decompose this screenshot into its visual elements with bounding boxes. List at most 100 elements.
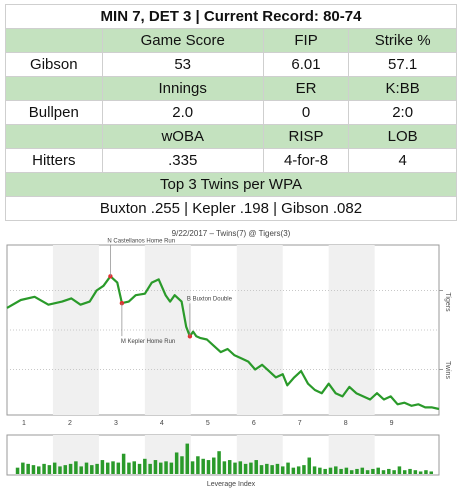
leverage-bar — [265, 463, 269, 474]
x-axis-ticks: 1 2 3 4 5 6 7 8 9 — [22, 420, 394, 427]
leverage-bar — [21, 462, 25, 474]
table-title: MIN 7, DET 3 | Current Record: 80-74 — [5, 4, 457, 29]
leverage-bar — [217, 451, 221, 474]
chart-title: 9/22/2017 – Twins(7) @ Tigers(3) — [172, 229, 291, 238]
x-tick-label: 5 — [206, 420, 210, 427]
value-cell: 57.1 — [348, 52, 457, 77]
leverage-bar — [185, 443, 190, 474]
leverage-bar — [392, 470, 396, 474]
leverage-bar — [227, 460, 232, 474]
leverage-bar — [90, 465, 94, 474]
leverage-bar — [233, 462, 237, 474]
leverage-bar — [84, 462, 89, 474]
x-tick-label: 1 — [22, 420, 26, 427]
leverage-bar — [15, 467, 20, 474]
header-cell: RISP — [262, 124, 350, 149]
leverage-bar — [296, 466, 301, 474]
leverage-bar — [381, 470, 386, 474]
x-tick-label: 9 — [390, 420, 394, 427]
leverage-bar — [249, 462, 253, 474]
leverage-bar — [307, 457, 312, 474]
leverage-bar — [280, 466, 285, 474]
row-label: Hitters — [5, 148, 103, 173]
leverage-bar — [286, 462, 290, 474]
leverage-bar — [121, 453, 126, 474]
leverage-bar — [408, 468, 412, 474]
header-cell: LOB — [348, 124, 457, 149]
leverage-bar — [254, 460, 258, 474]
x-tick-label: 6 — [252, 420, 256, 427]
leverage-bar — [371, 468, 375, 474]
annotation-label: M Kepler Home Run — [121, 339, 175, 345]
leverage-bar — [270, 465, 274, 474]
leverage-bar — [413, 470, 418, 474]
leverage-bar — [196, 456, 200, 474]
annotation-point — [187, 334, 193, 339]
leverage-bar — [153, 460, 158, 474]
leverage-bar — [148, 463, 152, 474]
header-empty — [5, 76, 103, 101]
annotation-label: N Castellanos Home Run — [107, 238, 175, 244]
inning-stripes — [52, 245, 375, 415]
leverage-bar — [132, 461, 136, 474]
leverage-bar — [424, 470, 428, 474]
x-tick-label: 7 — [298, 420, 302, 427]
leverage-bar — [63, 465, 68, 474]
header-cell: wOBA — [101, 124, 264, 149]
leverage-bar — [397, 466, 402, 474]
leverage-bar — [360, 467, 365, 474]
leverage-bar — [95, 463, 99, 474]
value-cell: .335 — [101, 148, 264, 173]
value-cell: 2:0 — [348, 100, 457, 125]
leverage-bar — [334, 466, 338, 474]
x-tick-label: 3 — [114, 420, 118, 427]
leverage-bar — [243, 463, 248, 474]
leverage-bar — [169, 462, 174, 474]
leverage-bars — [15, 443, 433, 474]
leverage-bar — [238, 461, 243, 474]
leverage-bar — [365, 470, 370, 474]
annotation-label: B Buxton Double — [187, 296, 233, 302]
leverage-bar — [31, 465, 36, 474]
leverage-bar — [42, 463, 46, 474]
leverage-bar — [275, 463, 280, 474]
header-empty — [5, 28, 103, 53]
leverage-bar — [259, 465, 264, 474]
leverage-bar — [206, 460, 211, 474]
game-summary-table: MIN 7, DET 3 | Current Record: 80-74 Gam… — [5, 4, 457, 221]
leverage-bar — [349, 470, 354, 474]
twins-label: Twins — [444, 361, 451, 379]
leverage-bar — [74, 461, 78, 474]
leverage-bar — [37, 466, 41, 474]
row-label: Bullpen — [5, 100, 103, 125]
leverage-bar — [201, 458, 205, 474]
leverage-bar — [190, 461, 195, 474]
leverage-bar — [105, 462, 110, 474]
leverage-bar — [79, 466, 83, 474]
leverage-bar — [355, 468, 359, 474]
leverage-bar — [58, 466, 62, 474]
leverage-bar — [376, 467, 380, 474]
value-cell: 6.01 — [262, 52, 350, 77]
tigers-label: Tigers — [444, 292, 451, 312]
leverage-bar — [127, 462, 131, 474]
win-probability-chart: 9/22/2017 – Twins(7) @ Tigers(3) 1 2 3 4 5 6 7… — [6, 229, 451, 488]
top-wpa-title: Top 3 Twins per WPA — [5, 172, 457, 197]
leverage-bar — [137, 463, 142, 474]
value-cell: 4 — [348, 148, 457, 173]
header-cell: ER — [262, 76, 350, 101]
leverage-bar — [26, 463, 30, 474]
annotations-group: N Castellanos Home Run M Kepler Home Run B… — [107, 238, 232, 345]
leverage-bar — [429, 471, 433, 474]
leverage-bar — [164, 461, 168, 474]
header-cell: Innings — [101, 76, 264, 101]
value-cell: 2.0 — [101, 100, 264, 125]
leverage-bar — [323, 468, 327, 474]
leverage-bar — [328, 467, 333, 474]
leverage-bar — [312, 466, 317, 474]
leverage-bar — [402, 470, 407, 474]
leverage-bar — [159, 462, 163, 474]
inning-stripe — [144, 245, 191, 415]
leverage-bar — [222, 461, 227, 474]
leverage-bar — [100, 460, 105, 474]
